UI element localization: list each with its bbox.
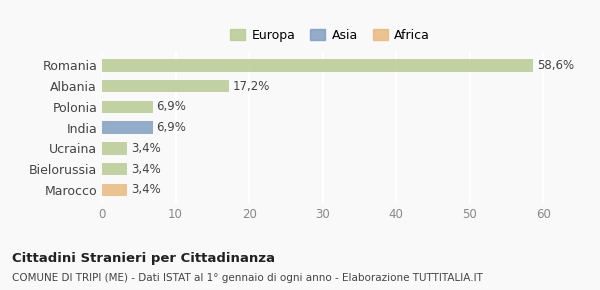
Text: 3,4%: 3,4% xyxy=(131,183,160,196)
Text: 6,9%: 6,9% xyxy=(157,121,187,134)
Legend: Europa, Asia, Africa: Europa, Asia, Africa xyxy=(226,25,434,46)
Text: 6,9%: 6,9% xyxy=(157,100,187,113)
Text: COMUNE DI TRIPI (ME) - Dati ISTAT al 1° gennaio di ogni anno - Elaborazione TUTT: COMUNE DI TRIPI (ME) - Dati ISTAT al 1° … xyxy=(12,273,483,282)
Bar xyxy=(102,59,533,72)
Text: 3,4%: 3,4% xyxy=(131,163,160,176)
Bar xyxy=(102,80,229,92)
Text: 17,2%: 17,2% xyxy=(232,79,269,93)
Bar xyxy=(102,163,127,175)
Bar xyxy=(102,184,127,196)
Bar xyxy=(102,101,153,113)
Text: 3,4%: 3,4% xyxy=(131,142,160,155)
Bar xyxy=(102,142,127,155)
Bar xyxy=(102,122,153,134)
Text: 58,6%: 58,6% xyxy=(536,59,574,72)
Text: Cittadini Stranieri per Cittadinanza: Cittadini Stranieri per Cittadinanza xyxy=(12,252,275,265)
